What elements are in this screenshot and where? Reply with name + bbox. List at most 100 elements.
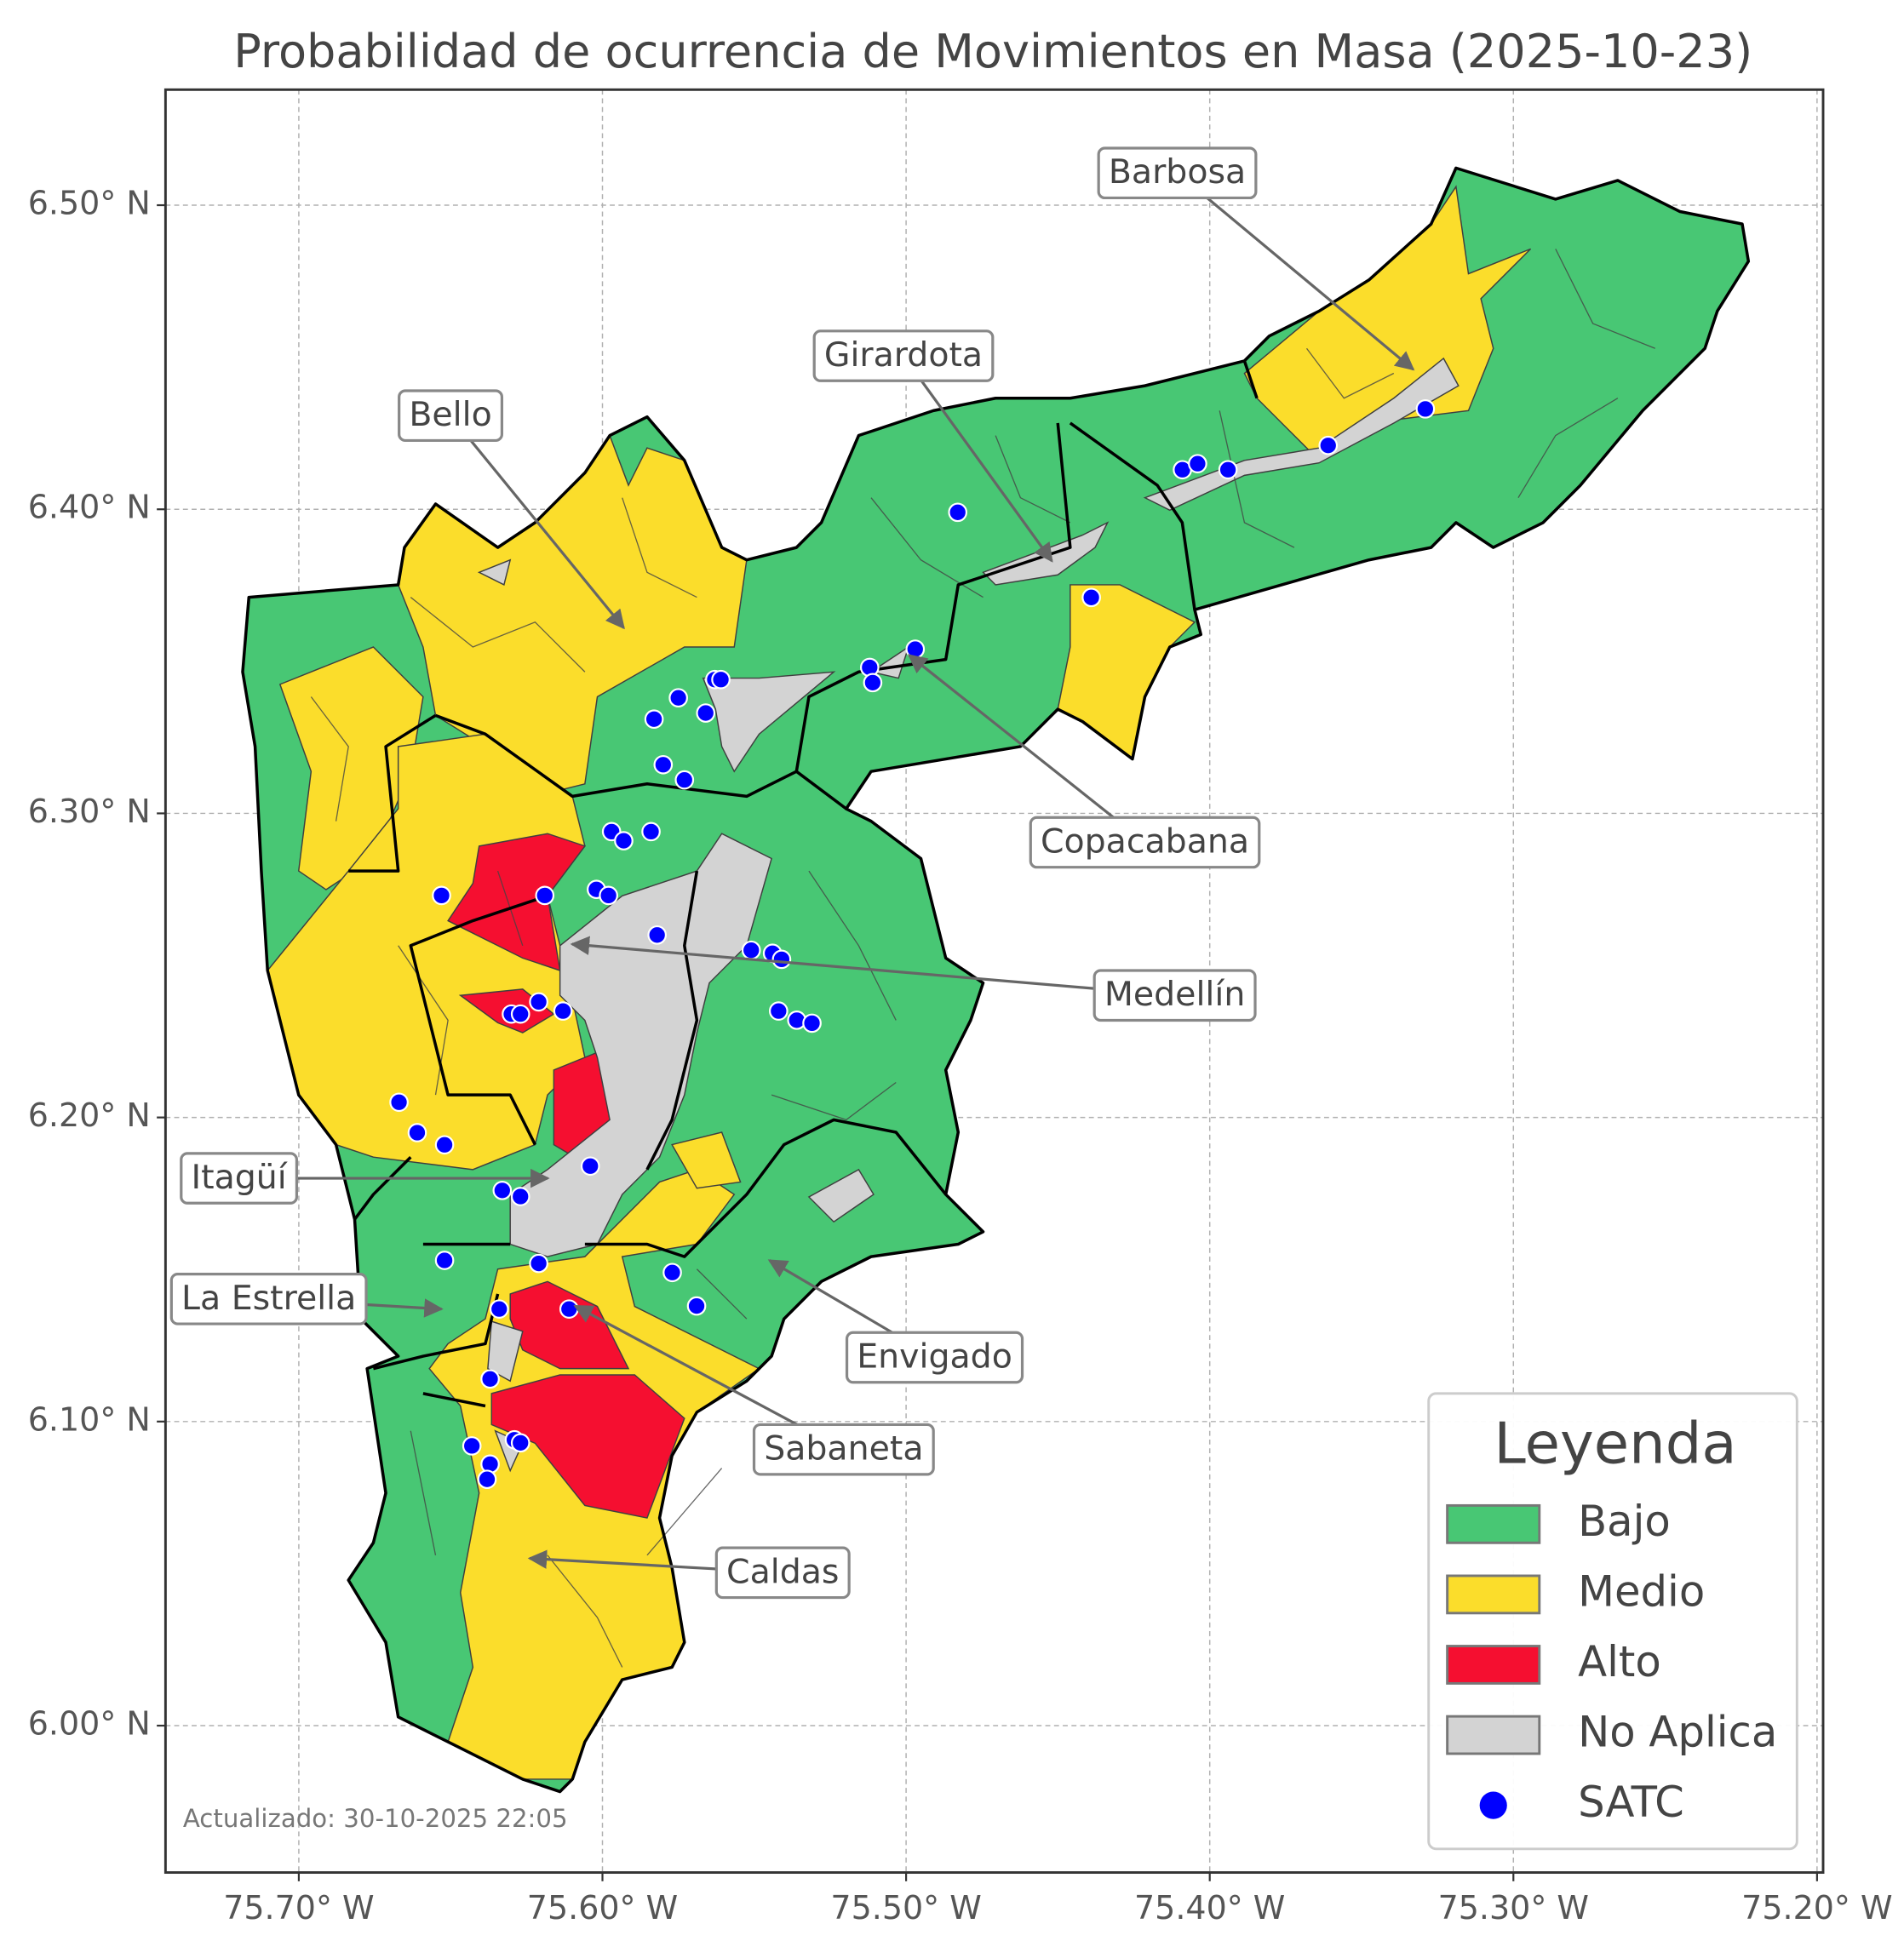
- annotation-box: [845, 1331, 1024, 1384]
- satc-station: [644, 709, 664, 730]
- satc-station: [653, 754, 674, 775]
- satc-station: [905, 639, 926, 659]
- annotation-arrow: [449, 415, 625, 630]
- legend-swatch: [1446, 1715, 1541, 1755]
- satc-station: [407, 1123, 427, 1142]
- annotation-box: [812, 329, 995, 382]
- satc-station: [580, 1156, 600, 1177]
- satc-station: [647, 925, 668, 945]
- satc-station: [432, 885, 451, 906]
- annotation: Barbosa: [1097, 146, 1258, 200]
- satc-station: [535, 885, 555, 906]
- annotation: Envigado: [845, 1331, 1024, 1384]
- satc-station: [662, 1263, 682, 1283]
- y-tick-label: 6.30° N: [28, 793, 151, 830]
- satc-station: [802, 1013, 822, 1033]
- annotation: Caldas: [714, 1546, 851, 1600]
- annotation: Copacabana: [1029, 816, 1261, 869]
- legend-marker: [1479, 1791, 1507, 1819]
- y-tick-label: 6.20° N: [28, 1096, 151, 1134]
- satc-station: [462, 1436, 482, 1456]
- annotation-label: Girardota: [824, 335, 983, 375]
- annotation-box: [398, 389, 504, 443]
- satc-station: [641, 822, 661, 842]
- annotation-box: [1097, 146, 1258, 200]
- annotation-arrow: [902, 355, 1053, 563]
- satc-stations: [389, 399, 1436, 1490]
- legend-swatch: [1446, 1574, 1541, 1615]
- axis-ticks: 75.70° W 75.60° W 75.50° W 75.40° W 75.30° W…: [28, 185, 1893, 1927]
- satc-station: [510, 1004, 530, 1024]
- satc-station: [434, 1251, 455, 1270]
- y-tick-label: 6.50° N: [28, 185, 151, 222]
- region-medio: [671, 1131, 742, 1189]
- satc-station: [492, 1181, 513, 1200]
- satc-station: [553, 1001, 573, 1021]
- region-alto: [490, 1374, 685, 1519]
- satc-station: [863, 673, 883, 693]
- x-tick-label: 75.40° W: [1134, 1889, 1285, 1927]
- satc-station: [529, 1253, 548, 1274]
- annotation-arrow: [570, 936, 1175, 997]
- satc-station: [771, 949, 792, 970]
- annotation-arrow: [1176, 171, 1415, 371]
- legend-label: Alto: [1578, 1637, 1661, 1686]
- annotation-box: [1029, 816, 1261, 869]
- annotation-label: Bello: [409, 395, 491, 434]
- satc-station: [948, 502, 968, 523]
- satc-station: [477, 1469, 497, 1490]
- plot-frame: [163, 88, 1825, 1875]
- sub-boundaries: [310, 249, 1655, 1668]
- y-tick-label: 6.40° N: [28, 489, 151, 526]
- satc-station: [741, 940, 761, 960]
- satc-station: [510, 1187, 530, 1206]
- annotation: Medellín: [1093, 969, 1257, 1022]
- satc-station: [599, 885, 618, 906]
- x-tick-label: 75.50° W: [830, 1889, 981, 1927]
- legend-label: SATC: [1578, 1778, 1684, 1827]
- annotation-box: [1093, 969, 1257, 1022]
- satc-station: [686, 1296, 707, 1316]
- legend-swatch: [1446, 1645, 1541, 1685]
- annotation-label: La Estrella: [181, 1279, 356, 1318]
- x-tick-label: 75.20° W: [1741, 1889, 1892, 1927]
- annotation-box: [714, 1546, 851, 1600]
- satc-station: [510, 1433, 530, 1453]
- satc-station: [389, 1092, 409, 1113]
- satc-station: [668, 688, 688, 708]
- legend-label: Medio: [1578, 1566, 1705, 1616]
- x-tick-label: 75.30° W: [1438, 1889, 1589, 1927]
- region-alto: [509, 1280, 630, 1370]
- annotation-label: Envigado: [857, 1337, 1012, 1376]
- region-no-aplica: [869, 645, 910, 679]
- satc-station: [529, 992, 548, 1012]
- region-alto: [447, 833, 587, 972]
- satc-station: [696, 703, 716, 723]
- satc-station: [674, 770, 695, 790]
- satc-station: [1218, 460, 1238, 480]
- satc-station: [1188, 454, 1207, 473]
- y-tick-label: 6.00° N: [28, 1705, 151, 1743]
- legend-title: Leyenda: [1494, 1410, 1736, 1476]
- y-tick-label: 6.10° N: [28, 1400, 151, 1438]
- footnote: Actualizado: 30-10-2025 22:05: [183, 1804, 568, 1833]
- annotation-box: [180, 1152, 299, 1205]
- x-tick-label: 75.60° W: [527, 1889, 678, 1927]
- annotation-box: [169, 1272, 368, 1325]
- legend-swatch: [1446, 1503, 1541, 1544]
- satc-station: [769, 1001, 789, 1021]
- satc-station: [480, 1369, 500, 1389]
- satc-station: [711, 669, 731, 690]
- satc-station: [1081, 587, 1101, 608]
- satc-station: [1415, 399, 1436, 419]
- satc-station: [489, 1299, 509, 1319]
- annotation: Bello: [398, 389, 504, 443]
- satc-station: [559, 1299, 579, 1319]
- annotation: La Estrella: [169, 1272, 368, 1325]
- satc-station: [434, 1135, 455, 1155]
- annotation-label: Sabaneta: [764, 1429, 923, 1469]
- legend-label: No Aplica: [1578, 1708, 1777, 1757]
- annotation-label: Barbosa: [1109, 152, 1246, 192]
